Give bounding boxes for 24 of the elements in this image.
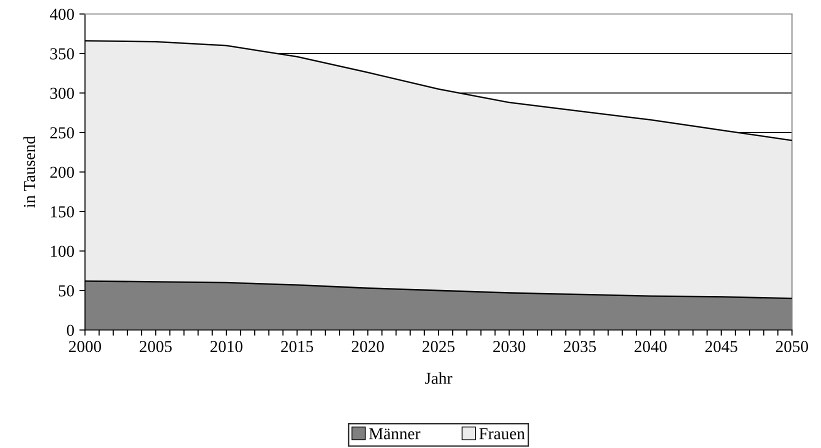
x-tick-label: 2045 [705,340,738,352]
y-tick-label: 350 [50,48,74,60]
legend-label: Männer [369,428,420,440]
x-tick-label: 2025 [422,340,455,352]
y-tick-label: 0 [66,324,74,336]
y-tick-label: 150 [51,206,74,218]
y-tick-label: 50 [58,285,74,296]
y-tick-label: 400 [50,8,74,20]
x-tick-label: 2020 [352,340,384,352]
y-tick-label: 200 [50,166,74,178]
x-tick-label: 2050 [776,340,808,352]
y-tick-label: 250 [50,127,74,138]
x-tick-label: 2010 [210,340,242,352]
y-tick-label: 300 [50,88,74,99]
x-tick-label: 2005 [140,340,172,352]
x-tick-label: 2015 [281,340,314,352]
x-tick-label: 2030 [493,340,526,352]
legend-label: Frauen [479,428,525,440]
y-tick-label: 100 [51,246,74,257]
y-axis-title: in Tausend [23,136,36,208]
x-tick-label: 2035 [564,340,596,352]
x-tick-label: 2040 [634,340,667,352]
x-tick-label: 2000 [69,340,102,352]
x-axis-title: Jahr [424,372,452,384]
